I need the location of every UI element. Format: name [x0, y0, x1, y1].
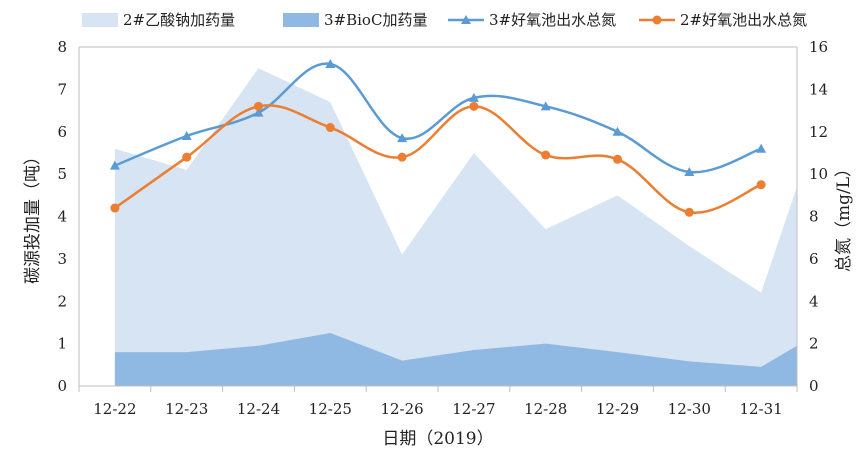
line-point-circle: [254, 101, 263, 111]
area-series-1: [114, 68, 797, 386]
line-point-triangle: [468, 92, 479, 102]
line-point-triangle: [612, 126, 623, 136]
area-series-2: [114, 333, 797, 386]
x-tick-label: 12-27: [452, 400, 495, 418]
left-y-tick-label: 0: [57, 377, 67, 395]
line-point-circle: [684, 207, 694, 217]
legend-label: 3#BioC加药量: [324, 11, 427, 29]
line-point-circle: [469, 101, 479, 111]
line-point-triangle: [181, 130, 192, 140]
line-point-triangle: [540, 101, 551, 111]
x-tick-label: 12-25: [309, 400, 352, 418]
left-y-tick-labels: 0 1 2 3 4 5 6 7 8: [57, 38, 67, 395]
left-y-tick-label: 3: [57, 250, 67, 268]
line-series-group: [109, 58, 767, 217]
right-y-tick-label: 14: [809, 80, 828, 98]
left-y-tick-label: 8: [57, 38, 67, 56]
legend-swatch-area: [283, 13, 319, 27]
right-y-tick-labels: 0 2 4 6 8 10 12 14 16: [809, 38, 828, 395]
x-tick-label: 12-28: [524, 400, 567, 418]
right-y-tick-label: 16: [809, 38, 828, 56]
line-point-circle: [541, 150, 551, 160]
line-point-circle: [756, 180, 766, 190]
legend-label: 3#好氧池出水总氮: [489, 11, 616, 29]
legend-swatch-area: [82, 13, 118, 27]
line-point-circle: [397, 152, 407, 162]
x-tick-label: 12-30: [668, 400, 711, 418]
left-y-tick-label: 6: [57, 123, 67, 141]
x-tick-labels: 12-22 12-23 12-24 12-25 12-26 12-27 12-28 12-29…: [93, 400, 782, 418]
left-y-tick-label: 2: [57, 292, 67, 310]
right-y-tick-label: 6: [809, 250, 819, 268]
right-y-tick-label: 10: [809, 165, 828, 183]
x-tick-label: 12-26: [380, 400, 423, 418]
right-y-tick-label: 2: [809, 335, 819, 353]
line-series-1: [114, 62, 762, 174]
legend: 2#乙酸钠加药量 3#BioC加药量 3#好氧池出水总氮 2#好氧池出水总氮: [82, 11, 807, 29]
line-point-triangle: [109, 160, 120, 170]
legend-label: 2#乙酸钠加药量: [123, 11, 235, 29]
axes-group: [78, 46, 798, 392]
line-point-circle: [325, 123, 335, 133]
line-point-circle: [613, 154, 622, 164]
x-tick-label: 12-24: [237, 400, 280, 418]
line-point-circle: [182, 152, 192, 162]
line-point-triangle: [684, 167, 695, 177]
right-y-tick-label: 8: [809, 208, 819, 226]
line-point-triangle: [325, 58, 336, 68]
legend-marker-circle: [652, 15, 662, 25]
left-y-axis-title: 碳源投加量（吨）: [23, 148, 43, 284]
line-point-triangle: [397, 133, 408, 143]
left-y-tick-label: 5: [57, 165, 67, 183]
x-tick-label: 12-23: [165, 400, 208, 418]
right-y-axis-title: 总氮（mg/L）: [834, 160, 854, 272]
area-series-group: [114, 68, 797, 386]
line-series-2: [114, 104, 762, 214]
legend-label: 2#好氧池出水总氮: [680, 11, 807, 29]
left-y-tick-label: 4: [57, 208, 67, 226]
left-y-tick-label: 7: [57, 80, 67, 98]
x-tick-label: 12-29: [596, 400, 639, 418]
x-tick-label: 12-22: [93, 400, 136, 418]
line-point-triangle: [756, 143, 767, 153]
line-point-circle: [110, 203, 120, 213]
line-point-triangle: [253, 107, 264, 117]
right-y-tick-label: 4: [809, 292, 819, 310]
legend-marker-triangle: [461, 15, 471, 24]
right-y-tick-label: 12: [809, 123, 828, 141]
right-y-tick-label: 0: [809, 377, 819, 395]
left-y-tick-label: 1: [57, 335, 67, 353]
x-axis-title: 日期（2019）: [382, 429, 493, 449]
x-tick-label: 12-31: [739, 400, 782, 418]
